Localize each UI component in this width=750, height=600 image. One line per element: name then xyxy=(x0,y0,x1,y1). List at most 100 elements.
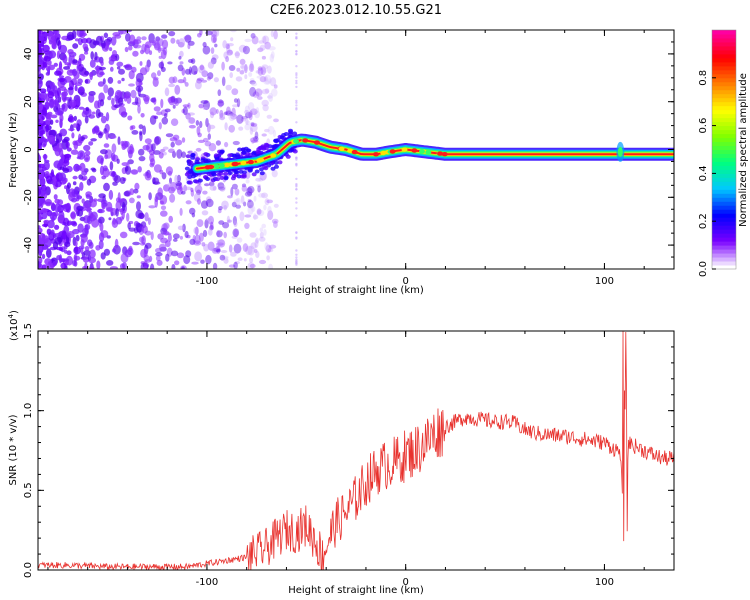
colorbar-stripe xyxy=(712,233,736,238)
snr-panel: -100 0 100 0.0 0.5 1.0 1.5 Height of straight … xyxy=(7,310,675,596)
spectrogram-cell xyxy=(244,109,250,115)
colorbar-ticks: 0.0 0.2 0.4 0.6 0.8 xyxy=(698,70,716,277)
spectrogram-cell xyxy=(268,263,273,269)
snr-scale-prefix: (x10 xyxy=(9,318,20,341)
spectrogram-cell xyxy=(225,43,230,50)
spectrogram-cell xyxy=(110,152,116,162)
spectrogram-cell xyxy=(117,136,121,146)
spectrogram-cell xyxy=(209,111,215,119)
colorbar-stripe xyxy=(712,85,736,91)
spectrogram-cell xyxy=(247,262,255,269)
spectrogram-cell xyxy=(196,219,204,228)
spectrogram-cell xyxy=(123,191,130,197)
spectrogram-cell xyxy=(212,36,217,43)
y-tick-label: 40 xyxy=(23,48,34,61)
spectrogram-cell xyxy=(247,199,252,203)
spectrogram-cell xyxy=(148,205,156,209)
spectrogram-cell xyxy=(176,149,183,159)
spectrogram-cell xyxy=(224,256,229,261)
spectrogram-cell xyxy=(295,104,298,107)
spectrogram-cell xyxy=(251,139,259,143)
colorbar-stripe xyxy=(712,209,736,214)
spectrogram-cell xyxy=(113,104,121,108)
spectrogram-cell xyxy=(55,119,59,124)
spectrogram-track-blob xyxy=(293,139,299,144)
spectrogram-cell xyxy=(179,50,184,58)
spectrogram-cell xyxy=(54,203,62,213)
colorbar-stripe xyxy=(712,225,736,230)
spectrogram-cell xyxy=(102,165,108,172)
spectrogram-cell xyxy=(219,112,225,121)
spectrogram-cell xyxy=(254,88,263,97)
spectrogram-cell xyxy=(68,128,75,132)
colorbar-stripe xyxy=(712,57,736,63)
spectrogram-cell xyxy=(119,216,124,221)
spectrogram-cell xyxy=(98,216,105,224)
spectrogram-cell xyxy=(84,115,89,124)
spectrogram-cell xyxy=(210,221,214,230)
spectrogram-cell xyxy=(219,149,225,154)
spectrogram-track-blob xyxy=(240,160,247,166)
colorbar-stripe xyxy=(712,125,736,131)
spectrogram-cell xyxy=(199,64,205,71)
spectrogram-cell xyxy=(216,239,225,244)
spectrogram-cell xyxy=(267,210,274,221)
colorbar-stripe xyxy=(712,30,736,35)
spectrogram-cell xyxy=(250,33,256,39)
spectrogram-cell xyxy=(267,205,272,215)
spectrogram-cell xyxy=(245,245,253,255)
spectrogram-cell xyxy=(79,181,84,191)
spectrogram-cell xyxy=(273,118,279,123)
spectrogram-cell xyxy=(38,96,42,106)
spectrogram-cell xyxy=(295,214,298,217)
spectrogram-cell xyxy=(249,232,257,238)
spectrogram-cell xyxy=(101,40,106,49)
spectrogram-cell xyxy=(208,143,217,152)
spectrogram-cell xyxy=(221,200,229,210)
spectrogram-cell xyxy=(227,171,233,175)
spectrogram-cell xyxy=(261,35,270,44)
spectrogram-cell xyxy=(273,84,278,89)
spectrogram-cell xyxy=(273,138,279,143)
spectrogram-cell xyxy=(108,189,114,200)
x-tick-label: 100 xyxy=(595,276,614,287)
spectrogram-cell xyxy=(181,266,185,269)
spectrogram-cell xyxy=(212,248,219,254)
spectrogram-cell xyxy=(221,61,225,71)
y-tick-label: -20 xyxy=(23,189,34,205)
spectrogram-cell xyxy=(173,238,178,242)
spectrogram-cell xyxy=(132,241,141,246)
spectrogram-cell xyxy=(62,203,70,210)
spectrogram-cell xyxy=(209,107,217,116)
colorbar-tick-label: 0.8 xyxy=(698,70,709,86)
colorbar-stripe xyxy=(712,193,736,198)
spectrogram-cell xyxy=(38,137,44,143)
spectrogram-cell xyxy=(258,193,266,198)
spectrogram-cell xyxy=(154,198,158,208)
spectrogram-cell xyxy=(273,160,279,165)
spectrogram-cell xyxy=(95,35,103,46)
spectrogram-cell xyxy=(73,140,79,150)
spectrogram-cell xyxy=(233,98,238,103)
spectrogram-cell xyxy=(207,72,214,80)
spectrogram-cell xyxy=(43,161,50,171)
spectrogram-cell xyxy=(264,242,269,251)
spectrogram-cell xyxy=(150,158,156,166)
spectrogram-cell xyxy=(195,80,202,90)
spectrogram-cell xyxy=(257,67,264,76)
spectrogram-track-blob xyxy=(232,161,239,167)
colorbar-stripe xyxy=(712,53,736,59)
spectrogram-cell xyxy=(158,243,167,252)
spectrogram-cell xyxy=(71,132,75,139)
spectrogram-cell xyxy=(117,80,122,84)
spectrogram-cell xyxy=(216,242,224,246)
spectrogram-cell xyxy=(157,47,165,51)
spectrogram-cell xyxy=(133,39,142,44)
spectrogram-cell xyxy=(207,61,214,69)
spectrogram-cell xyxy=(217,99,224,108)
spectrogram-cell xyxy=(69,99,77,108)
spectrogram-cell xyxy=(205,254,212,265)
spectrogram-cell xyxy=(83,249,91,256)
spectrogram-cell xyxy=(256,209,265,217)
